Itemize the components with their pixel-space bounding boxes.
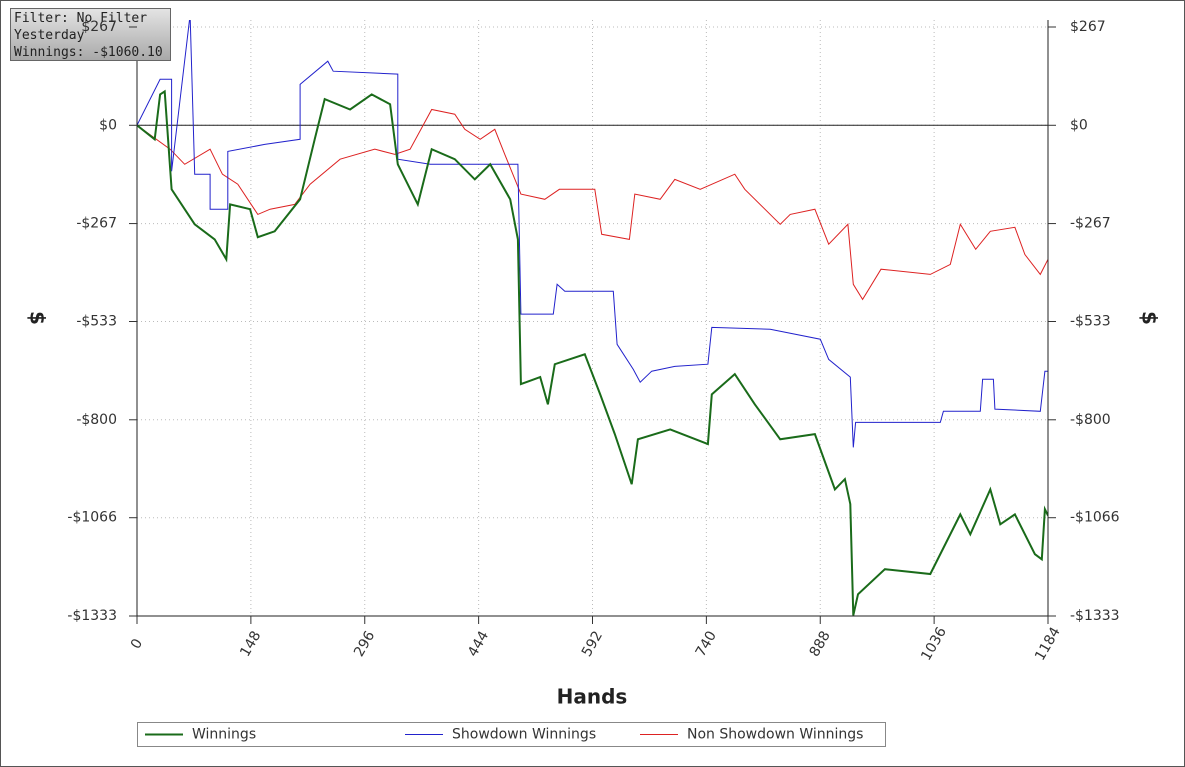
series-line xyxy=(137,108,1048,301)
y2-tick-label: -$267 xyxy=(1070,216,1111,232)
legend-label: Non Showdown Winnings xyxy=(687,727,863,743)
y-tick-label: -$1333 xyxy=(67,608,117,624)
series-line xyxy=(137,89,1048,616)
legend-label: Showdown Winnings xyxy=(452,727,596,743)
y-tick-label: -$533 xyxy=(76,313,117,329)
series-line xyxy=(137,20,1048,448)
y-tick-label: $0 xyxy=(99,117,117,133)
y2-tick-label: $0 xyxy=(1070,117,1088,133)
info-background xyxy=(10,8,171,61)
y-tick-label: -$800 xyxy=(76,412,117,428)
y-tick-label: $267 xyxy=(81,19,117,35)
info-box: Filter: No Filter Yesterday Winnings: -$… xyxy=(10,8,171,61)
y2-axis-label: $ xyxy=(1138,311,1162,325)
info-filter: Filter: No Filter xyxy=(14,11,147,26)
info-winnings: Winnings: -$1060.10 xyxy=(14,45,163,60)
info-period: Yesterday xyxy=(14,28,85,43)
legend xyxy=(137,722,886,747)
y2-tick-label: -$1066 xyxy=(1070,510,1120,526)
y2-tick-label: -$800 xyxy=(1070,412,1111,428)
y2-tick-label: -$1333 xyxy=(1070,608,1120,624)
y-tick-label: -$267 xyxy=(76,216,117,232)
y2-tick-label: $267 xyxy=(1070,19,1106,35)
y-axis-label: $ xyxy=(26,311,50,325)
y-tick-label: -$1066 xyxy=(67,510,117,526)
x-axis-label: Hands xyxy=(557,685,628,709)
legend-label: Winnings xyxy=(192,727,256,743)
y2-tick-label: -$533 xyxy=(1070,313,1111,329)
plot-area xyxy=(137,20,1048,616)
